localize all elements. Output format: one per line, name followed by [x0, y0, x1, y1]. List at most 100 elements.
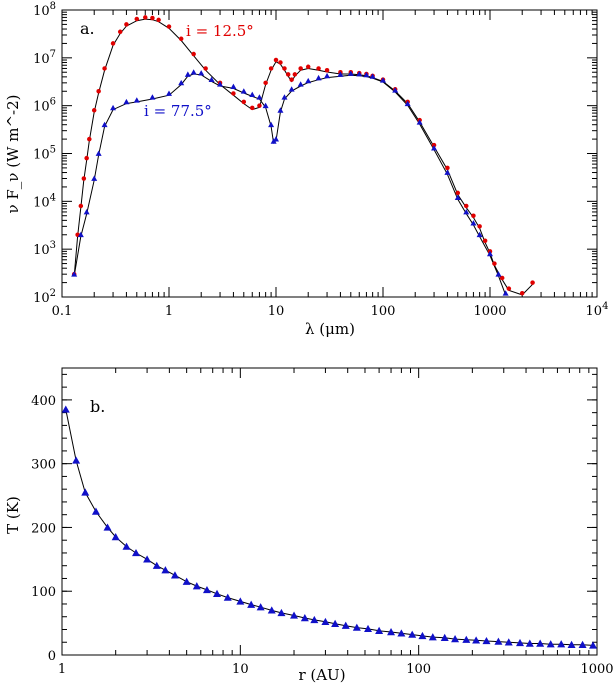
- y-tick-label: 107: [33, 49, 56, 67]
- data-point-circle: [241, 99, 247, 105]
- data-point-circle: [445, 165, 450, 171]
- data-point-circle: [166, 24, 172, 29]
- data-point-triangle: [341, 621, 350, 629]
- data-point-triangle: [462, 635, 471, 643]
- x-tick-label: 10: [232, 662, 249, 677]
- data-point-circle: [178, 36, 184, 42]
- data-point-triangle: [331, 619, 340, 627]
- y-tick-label: 108: [33, 1, 56, 19]
- data-point-triangle: [502, 290, 509, 296]
- data-point-triangle: [487, 250, 493, 257]
- data-point-circle: [282, 66, 287, 71]
- data-point-circle: [91, 108, 97, 113]
- data-point-triangle: [213, 589, 222, 597]
- data-point-triangle: [223, 593, 232, 601]
- x-tick-label: 1: [58, 662, 66, 677]
- panel-b-ticks: 1 10 100 1000 0 100 200 300 400: [31, 368, 614, 677]
- data-point-circle: [231, 91, 236, 96]
- data-point-triangle: [418, 631, 427, 640]
- annotation-red: i = 12.5°: [186, 22, 254, 40]
- data-point-circle: [455, 190, 461, 196]
- y-tick-label: 100: [31, 585, 56, 600]
- data-point-circle: [150, 15, 155, 21]
- x-tick-label: 1000: [580, 662, 613, 677]
- data-point-circle: [278, 60, 283, 65]
- data-point-triangle: [290, 611, 299, 619]
- data-point-circle: [298, 66, 303, 71]
- data-point-circle: [263, 80, 268, 86]
- data-point-circle: [506, 286, 512, 291]
- y-tick-label: 104: [33, 192, 56, 210]
- x-tick-label: 1: [165, 304, 173, 319]
- y-tick-label: 200: [31, 521, 56, 536]
- data-point-triangle: [408, 630, 417, 638]
- data-point-triangle: [472, 636, 481, 644]
- data-point-triangle: [567, 640, 576, 648]
- data-point-triangle: [91, 175, 98, 181]
- data-point-triangle: [315, 74, 322, 81]
- data-point-triangle: [277, 107, 284, 113]
- y-tick-label: 103: [33, 240, 56, 258]
- y-tick-label: 0: [48, 649, 56, 664]
- data-point-circle: [499, 275, 505, 281]
- panel-b-model-curve: [65, 409, 594, 646]
- data-point-triangle: [428, 633, 437, 641]
- data-point-triangle: [198, 70, 205, 76]
- data-point-triangle: [236, 597, 245, 605]
- y-tick-label: 300: [31, 458, 56, 473]
- data-point-circle: [471, 213, 476, 218]
- data-point-triangle: [262, 102, 269, 109]
- model-curve: [73, 18, 533, 296]
- data-point-triangle: [392, 87, 399, 93]
- data-point-triangle: [363, 71, 370, 78]
- data-point-triangle: [297, 81, 304, 87]
- data-point-triangle: [61, 405, 70, 413]
- data-point-circle: [87, 136, 92, 142]
- data-point-triangle: [123, 98, 130, 105]
- data-point-triangle: [546, 640, 555, 648]
- data-point-circle: [81, 176, 87, 181]
- panel-a-frame: [61, 9, 598, 298]
- data-point-triangle: [288, 86, 295, 92]
- data-point-triangle: [143, 555, 152, 563]
- data-point-triangle: [149, 94, 156, 100]
- data-point-triangle: [495, 271, 502, 277]
- model-curve: [73, 73, 507, 296]
- data-point-triangle: [387, 628, 396, 636]
- data-point-triangle: [161, 566, 170, 574]
- data-point-triangle: [281, 94, 288, 100]
- data-point-circle: [203, 66, 208, 71]
- data-point-triangle: [321, 617, 330, 626]
- data-point-triangle: [375, 626, 384, 634]
- data-point-triangle: [364, 624, 373, 633]
- data-point-circle: [257, 103, 262, 108]
- data-point-triangle: [470, 220, 477, 226]
- data-point-triangle: [451, 635, 460, 643]
- data-point-circle: [117, 29, 123, 35]
- panel-a-model-curves: [73, 18, 533, 296]
- data-point-triangle: [217, 81, 224, 87]
- data-point-triangle: [352, 623, 361, 631]
- data-point-circle: [530, 280, 535, 285]
- data-point-triangle: [132, 548, 141, 557]
- data-point-triangle: [166, 90, 172, 96]
- data-point-circle: [143, 15, 148, 20]
- data-point-triangle: [416, 119, 423, 125]
- data-point-triangle: [369, 73, 376, 79]
- data-point-triangle: [324, 72, 331, 79]
- data-point-circle: [191, 51, 196, 57]
- annotation-blue: i = 77.5°: [144, 102, 212, 120]
- x-tick-label: 100: [406, 662, 431, 677]
- data-point-circle: [134, 16, 140, 22]
- data-point-triangle: [305, 77, 312, 84]
- data-point-circle: [250, 105, 255, 111]
- data-point-triangle: [190, 69, 197, 75]
- data-point-triangle: [91, 507, 100, 515]
- data-point-triangle: [300, 614, 309, 622]
- x-tick-label: 0.1: [52, 304, 73, 319]
- data-point-triangle: [192, 582, 201, 590]
- data-point-triangle: [256, 603, 265, 611]
- data-point-triangle: [182, 577, 191, 585]
